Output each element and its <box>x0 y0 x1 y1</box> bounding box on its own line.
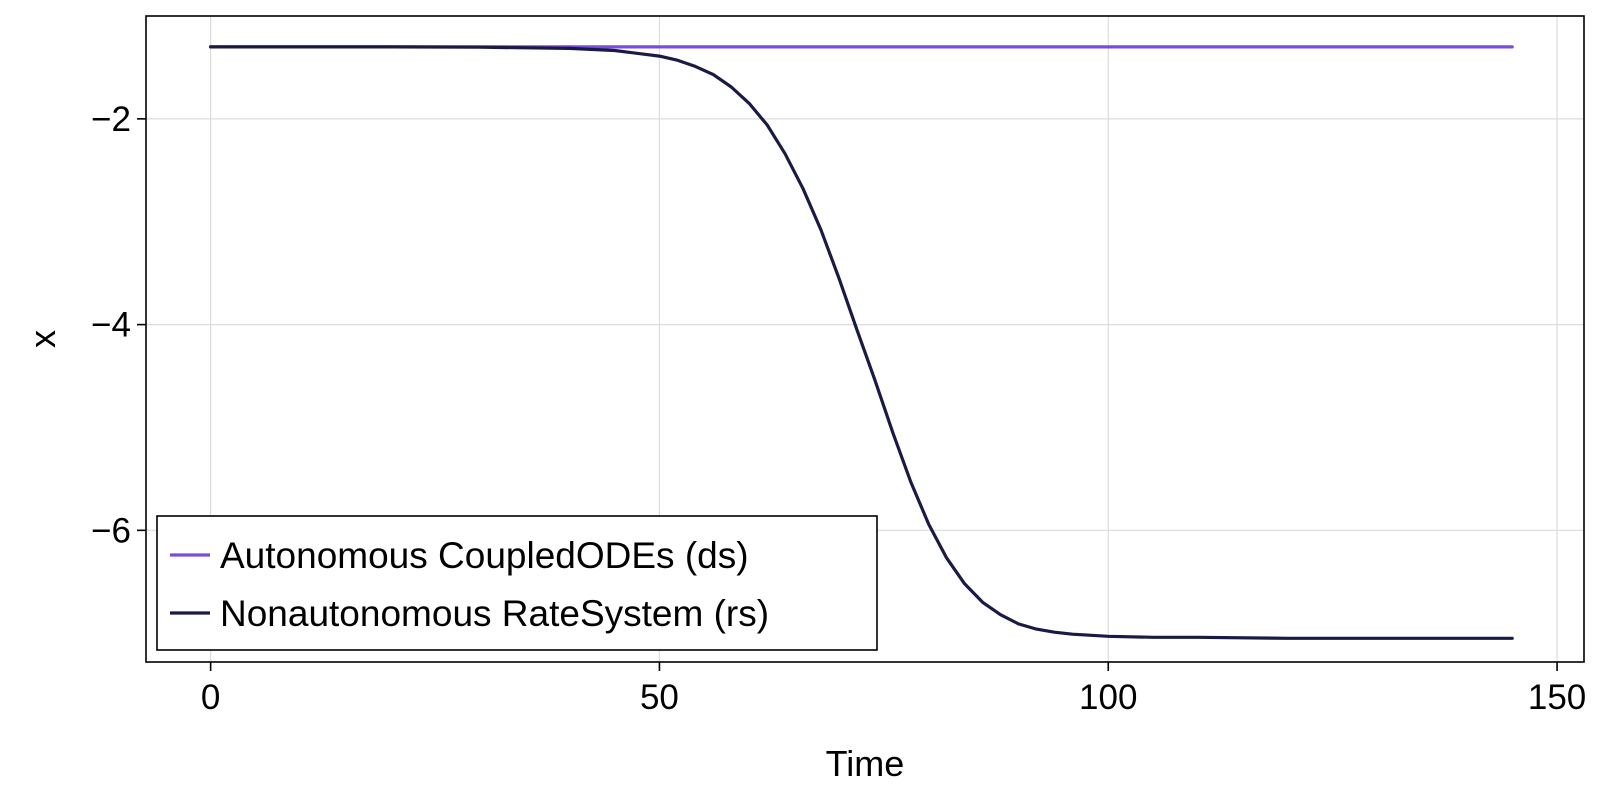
y-axis-title: x <box>22 330 63 348</box>
x-axis: 0 50 100 150 <box>201 662 1586 717</box>
x-tick-label: 0 <box>201 678 220 717</box>
y-tick-label: −4 <box>91 306 131 345</box>
legend-box <box>156 515 878 651</box>
legend-label: Nonautonomous RateSystem (rs) <box>220 593 769 634</box>
x-tick-label: 150 <box>1528 678 1586 717</box>
plot-frame <box>145 15 1585 663</box>
y-tick-label: −2 <box>91 100 131 139</box>
series-line-2 <box>209 45 1514 640</box>
plot-lines <box>209 45 1514 640</box>
legend-label: Autonomous CoupledODEs (ds) <box>220 535 749 576</box>
y-tick-label: −6 <box>91 511 131 550</box>
x-tick-label: 50 <box>640 678 679 717</box>
legend: Autonomous CoupledODEs (ds) Nonautonomous… <box>156 515 878 651</box>
x-axis-title: Time <box>826 743 905 784</box>
x-tick-label: 100 <box>1079 678 1137 717</box>
y-axis: −2 −4 −6 <box>91 100 146 550</box>
